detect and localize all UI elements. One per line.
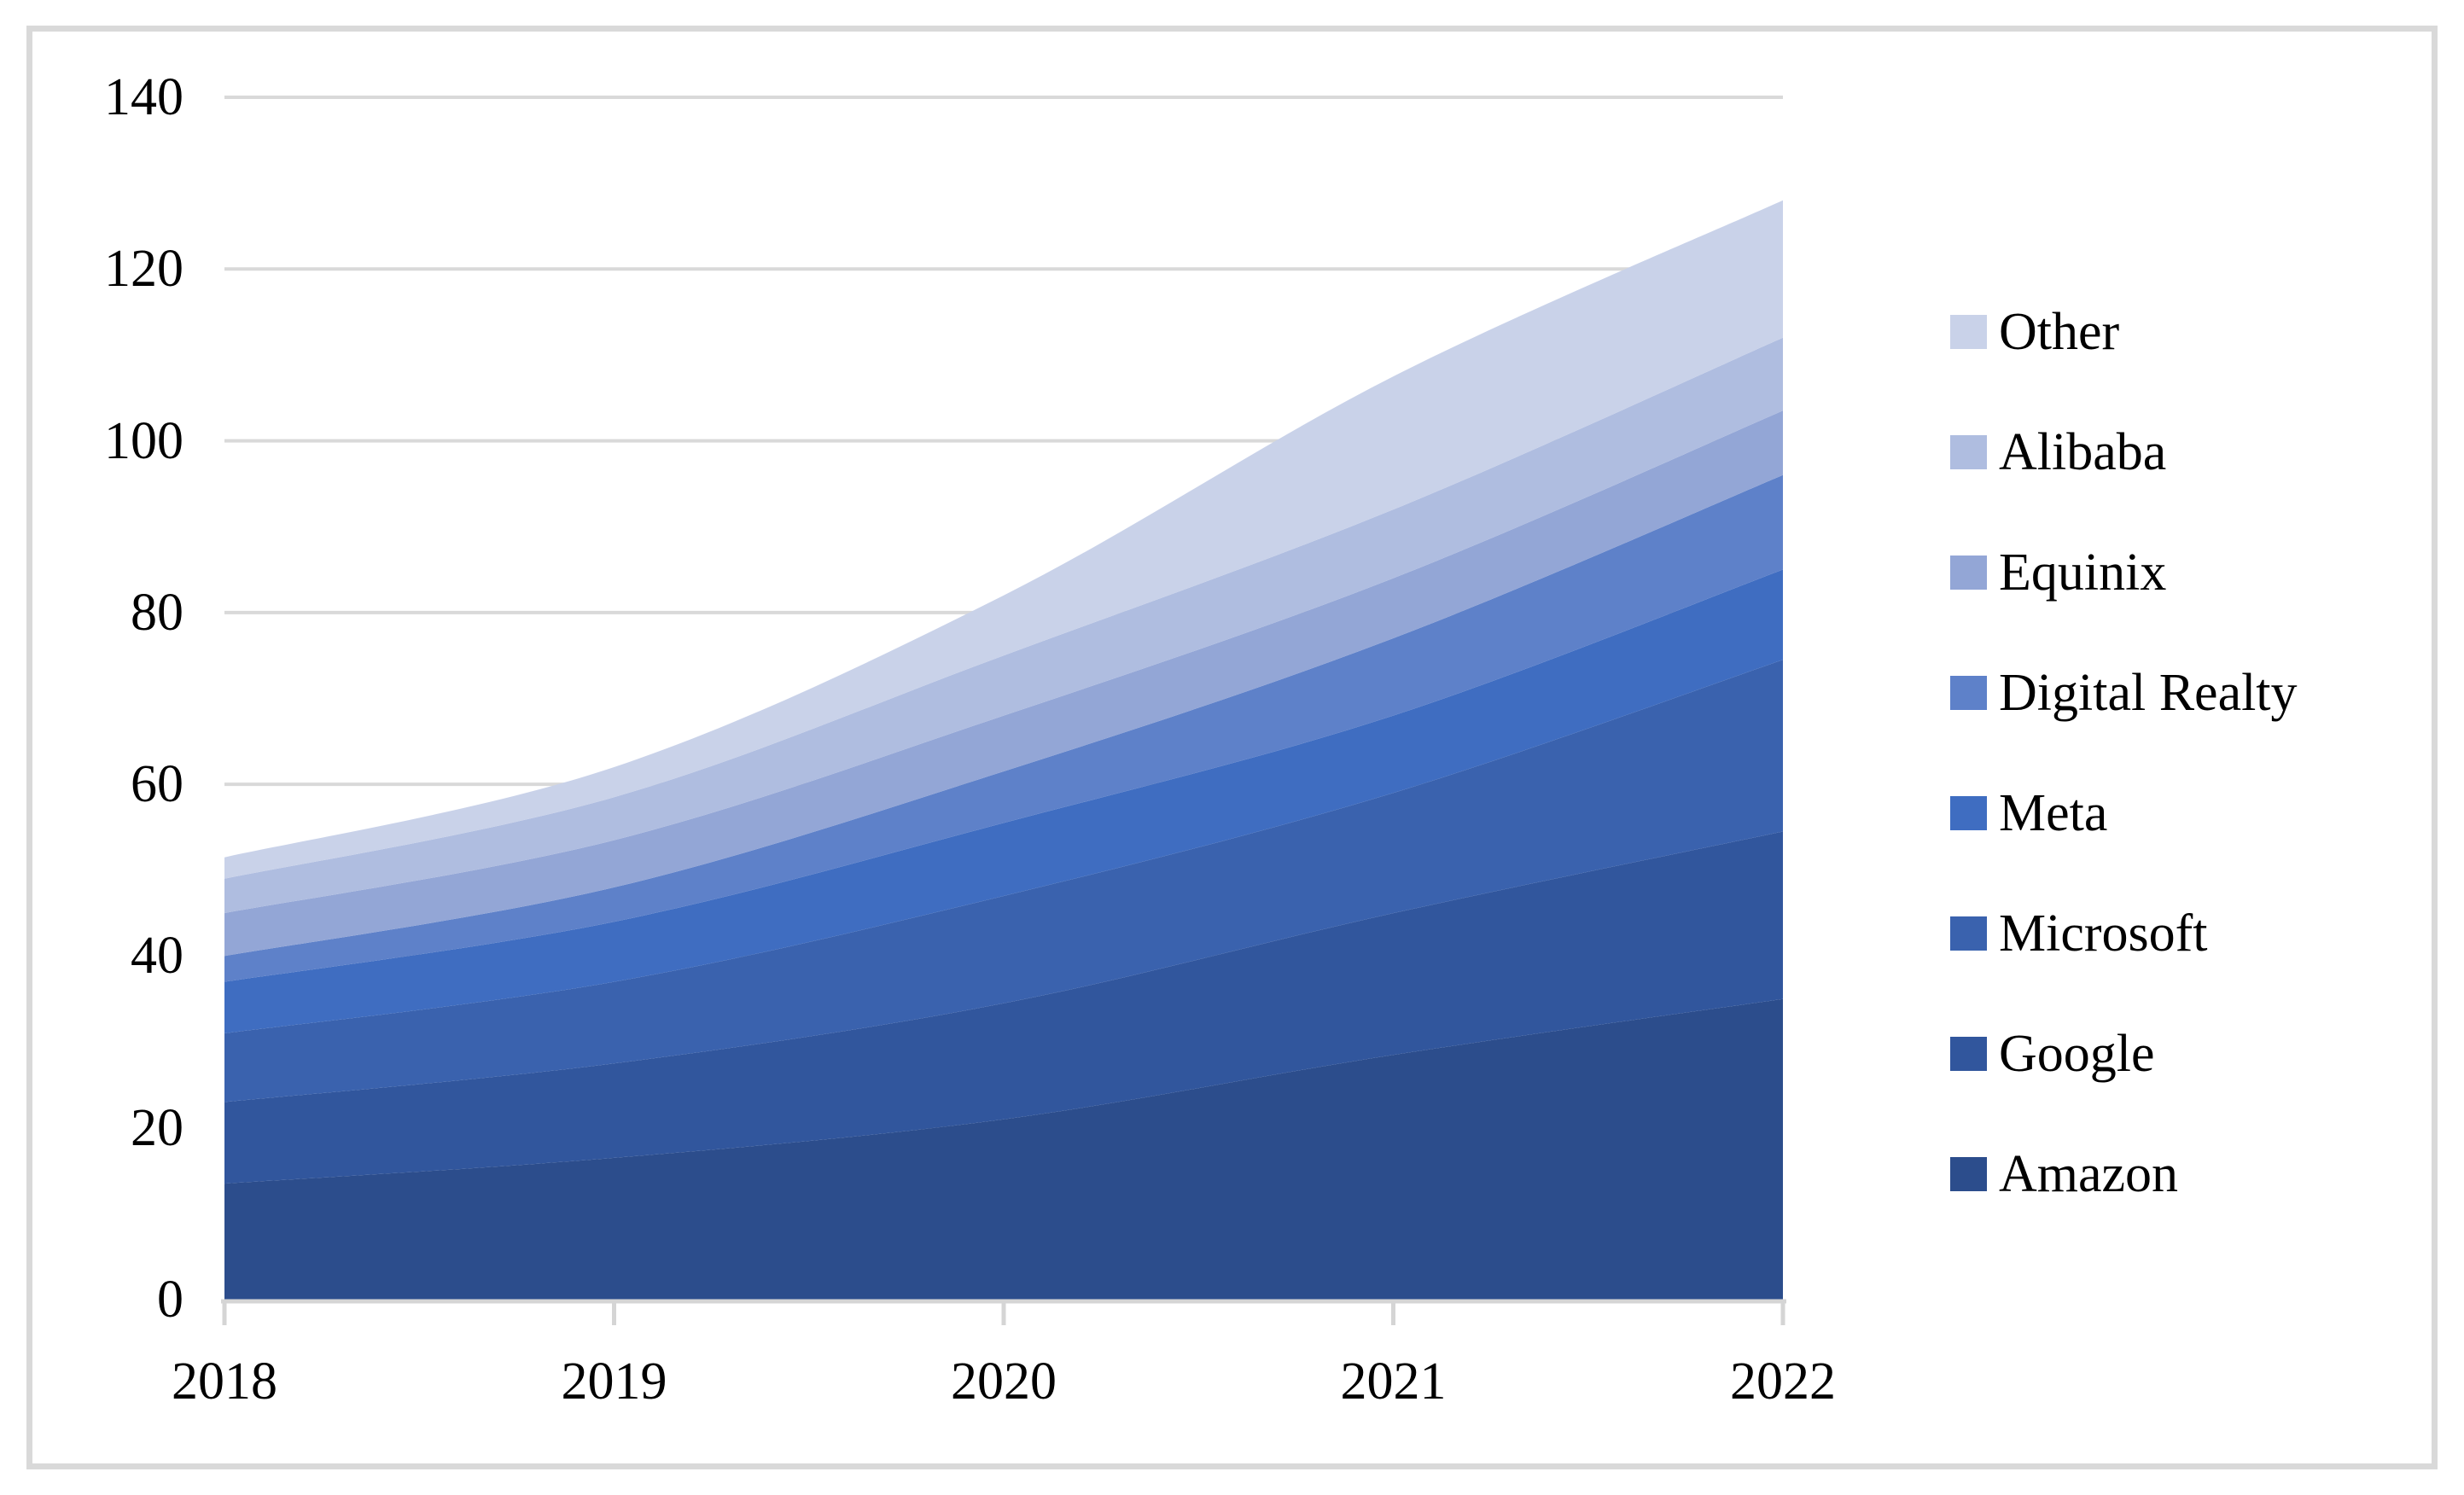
y-axis-label-120: 120 xyxy=(104,240,183,299)
legend-swatch-microsoft xyxy=(1950,916,1987,951)
x-axis-label-2018: 2018 xyxy=(172,1352,277,1411)
legend-swatch-digital-realty xyxy=(1950,675,1987,710)
legend-label-digital-realty: Digital Realty xyxy=(1999,663,2298,722)
x-axis-label-2019: 2019 xyxy=(561,1352,667,1411)
legend-swatch-other xyxy=(1950,314,1987,349)
legend-label-other: Other xyxy=(1999,302,2120,361)
legend-label-amazon: Amazon xyxy=(1999,1144,2179,1203)
chart-legend: Other Alibaba Equinix Digital Realty Meta Mic… xyxy=(1950,271,2428,1234)
x-axis-label-2021: 2021 xyxy=(1340,1352,1447,1411)
area-band-microsoft xyxy=(224,660,1783,1102)
y-axis-label-60: 60 xyxy=(131,755,183,814)
area-band-alibaba xyxy=(224,337,1783,914)
legend-swatch-google xyxy=(1950,1036,1987,1071)
area-band-amazon xyxy=(224,998,1783,1300)
legend-item-alibaba: Alibaba xyxy=(1950,392,2428,512)
legend-swatch-meta xyxy=(1950,795,1987,830)
y-axis-label-40: 40 xyxy=(131,927,183,986)
legend-swatch-amazon xyxy=(1950,1156,1987,1191)
area-band-meta xyxy=(224,569,1783,1033)
y-axis-label-80: 80 xyxy=(131,583,183,642)
legend-item-amazon: Amazon xyxy=(1950,1114,2428,1234)
legend-label-meta: Meta xyxy=(1999,783,2108,842)
y-axis-label-0: 0 xyxy=(157,1271,183,1329)
y-axis-label-140: 140 xyxy=(104,68,183,126)
y-axis-label-100: 100 xyxy=(104,411,183,470)
legend-label-microsoft: Microsoft xyxy=(1999,904,2208,963)
x-axis-label-2022: 2022 xyxy=(1730,1352,1836,1411)
legend-label-google: Google xyxy=(1999,1024,2155,1083)
legend-item-google: Google xyxy=(1950,993,2428,1114)
legend-swatch-alibaba xyxy=(1950,434,1987,469)
legend-label-equinix: Equinix xyxy=(1999,543,2167,602)
area-band-google xyxy=(224,831,1783,1184)
legend-item-digital-realty: Digital Realty xyxy=(1950,632,2428,753)
legend-item-equinix: Equinix xyxy=(1950,512,2428,632)
legend-item-meta: Meta xyxy=(1950,753,2428,873)
x-axis-label-2020: 2020 xyxy=(951,1352,1057,1411)
area-band-equinix xyxy=(224,410,1783,957)
legend-item-other: Other xyxy=(1950,271,2428,392)
y-axis-label-20: 20 xyxy=(131,1098,183,1157)
legend-item-microsoft: Microsoft xyxy=(1950,873,2428,993)
legend-swatch-equinix xyxy=(1950,555,1987,590)
legend-label-alibaba: Alibaba xyxy=(1999,422,2167,481)
